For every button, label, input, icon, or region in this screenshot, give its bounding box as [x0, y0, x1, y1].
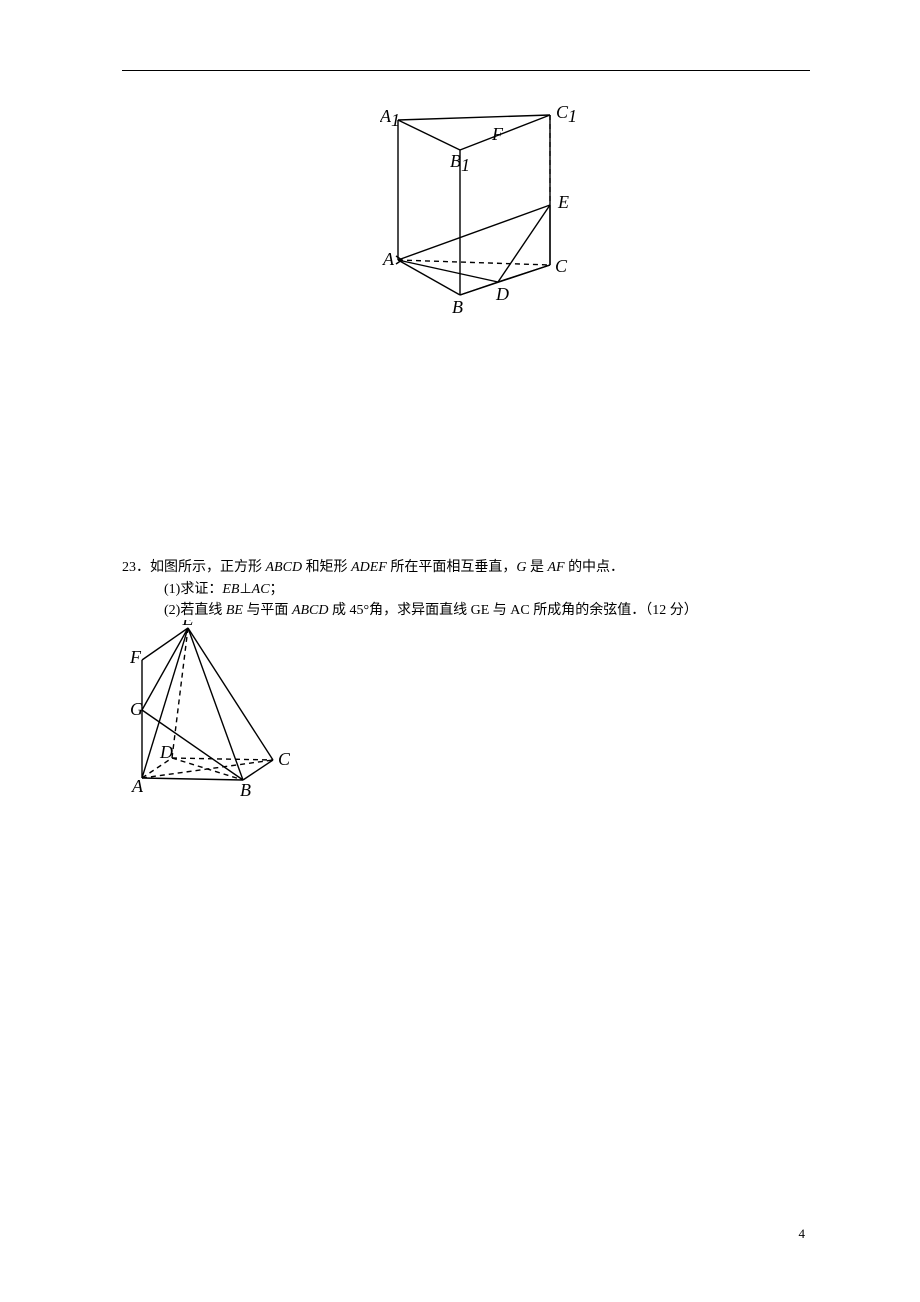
problem-23-line3: (2)若直线 BE 与平面 ABCD 成 45°角，求异面直线 GE 与 AC …	[122, 600, 810, 622]
svg-text:B: B	[240, 780, 251, 800]
problem-23-line1: 23．如图所示，正方形 ABCD 和矩形 ADEF 所在平面相互垂直，G 是 A…	[122, 557, 810, 579]
svg-text:E: E	[182, 620, 194, 629]
svg-text:C1: C1	[556, 102, 577, 126]
svg-text:D: D	[495, 284, 509, 304]
planes-svg: E F G AD B C	[130, 620, 290, 800]
figure-prism: A1C1B1FEACBD	[380, 100, 580, 325]
problem-23: 23．如图所示，正方形 ABCD 和矩形 ADEF 所在平面相互垂直，G 是 A…	[122, 557, 810, 622]
svg-text:A: A	[382, 249, 395, 269]
svg-text:B: B	[452, 297, 463, 317]
svg-text:A1: A1	[380, 106, 400, 130]
problem-23-line2: (1)求证：EB⊥AC；	[122, 579, 810, 601]
problem-number: 23．	[122, 560, 150, 575]
svg-text:F: F	[130, 647, 142, 667]
prism-svg: A1C1B1FEACBD	[380, 100, 580, 320]
top-rule	[122, 70, 810, 71]
svg-text:C: C	[278, 749, 290, 769]
figure-planes: E F G AD B C	[130, 620, 290, 805]
svg-text:F: F	[491, 124, 504, 144]
svg-text:G: G	[130, 699, 143, 719]
svg-text:C: C	[555, 256, 568, 276]
svg-text:A: A	[131, 776, 144, 796]
svg-text:E: E	[557, 192, 569, 212]
svg-text:D: D	[159, 742, 173, 762]
page: A1C1B1FEACBD 23．如图所示，正方形 ABCD 和矩形 ADEF 所…	[0, 0, 920, 1302]
page-number: 4	[799, 1226, 806, 1242]
